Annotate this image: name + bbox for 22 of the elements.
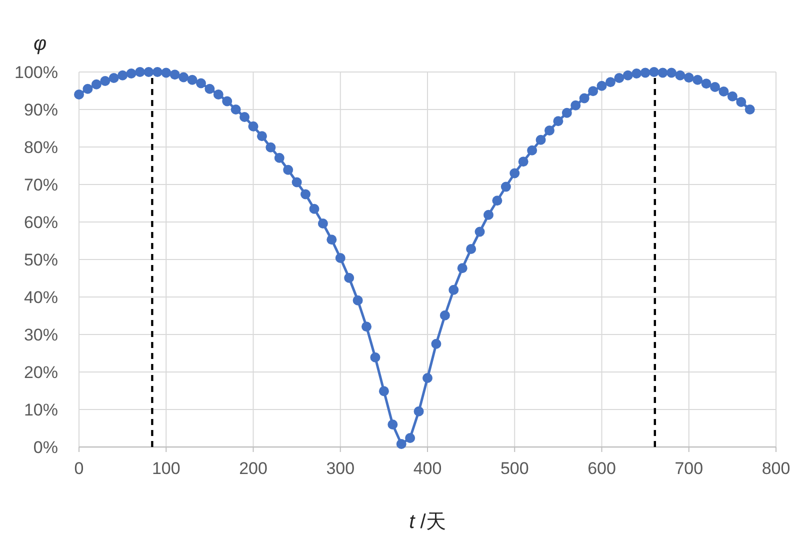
x-tick-label: 600 (588, 459, 616, 478)
x-tick-label: 300 (326, 459, 355, 478)
x-tick-label: 500 (500, 459, 529, 478)
x-tick-label: 400 (413, 459, 442, 478)
x-tick-label: 700 (674, 459, 704, 478)
x-tick-label: 800 (762, 459, 790, 478)
y-tick-label: 40% (24, 288, 58, 307)
x-tick-label: 200 (239, 459, 268, 478)
y-tick-label: 0% (33, 438, 58, 457)
y-tick-label: 70% (24, 176, 58, 194)
y-axis-title: φ (33, 33, 47, 55)
y-tick-label: 50% (24, 250, 58, 270)
y-tick-label: 20% (24, 363, 58, 382)
x-tick-label: 100 (152, 459, 180, 478)
y-tick-label: 60% (24, 213, 58, 232)
x-axis-title: t /天 (409, 511, 446, 533)
x-tick-label: 0 (74, 459, 84, 478)
y-tick-label: 90% (24, 100, 58, 120)
y-tick-label: 10% (24, 400, 58, 420)
y-tick-label: 30% (24, 326, 58, 344)
y-tick-label: 100% (14, 63, 58, 82)
y-tick-label: 80% (24, 138, 58, 157)
